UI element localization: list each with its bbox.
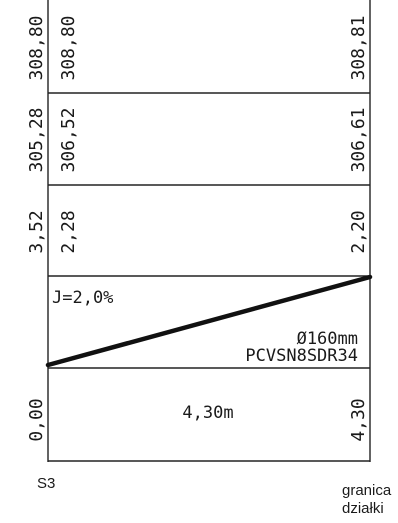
start-invert-elevation: 306,52 — [58, 107, 79, 172]
start-ground-elevation: 308,80 — [58, 15, 79, 80]
slope-label: J=2,0% — [52, 288, 113, 308]
left-depth: 3,52 — [26, 210, 47, 253]
pipe-diameter-label: Ø160mm — [297, 329, 358, 349]
left-distance: 0,00 — [26, 398, 47, 441]
end-label-line2: działki — [342, 500, 384, 517]
end-label-line1: granica — [342, 482, 392, 499]
end-depth: 2,20 — [348, 210, 369, 253]
start-depth: 2,28 — [58, 210, 79, 253]
left-invert-elevation: 305,28 — [26, 107, 47, 172]
start-station-label: S3 — [37, 475, 55, 492]
end-distance: 4,30 — [348, 398, 369, 441]
pipe-material-label: PCVSN8SDR34 — [245, 346, 358, 366]
pipe-line — [45, 274, 373, 368]
end-ground-elevation: 308,81 — [348, 15, 369, 80]
left-ground-elevation: 308,80 — [26, 15, 47, 80]
segment-length-label: 4,30m — [182, 403, 233, 423]
end-invert-elevation: 306,61 — [348, 107, 369, 172]
